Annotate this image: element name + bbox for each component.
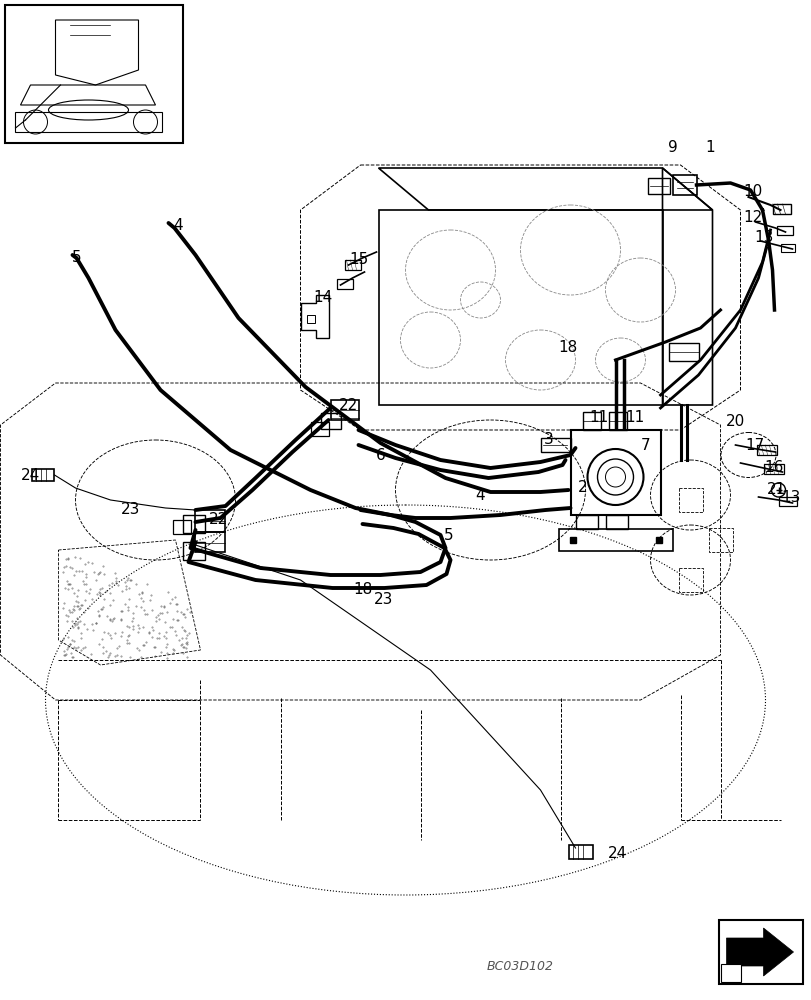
Bar	[646, 178, 669, 194]
Bar	[778, 497, 796, 506]
Text: 24: 24	[607, 846, 626, 860]
Text: BC03D102: BC03D102	[487, 960, 553, 974]
Bar	[195, 532, 225, 552]
Bar	[344, 260, 360, 270]
Text: 5: 5	[71, 250, 81, 265]
Circle shape	[587, 449, 642, 505]
Bar	[775, 226, 792, 235]
Bar	[568, 845, 592, 859]
Bar	[570, 430, 659, 515]
Text: 16: 16	[763, 460, 783, 476]
Text: 5: 5	[443, 528, 453, 542]
Bar	[718, 920, 801, 984]
Bar	[607, 412, 626, 430]
Text: 6: 6	[375, 448, 385, 462]
Bar	[667, 343, 697, 361]
Text: 20: 20	[725, 414, 744, 430]
Polygon shape	[726, 928, 792, 976]
Bar	[378, 210, 662, 405]
Text: 3: 3	[543, 432, 552, 448]
Bar	[719, 964, 740, 982]
Text: 23: 23	[373, 592, 393, 607]
Bar	[310, 422, 328, 436]
Bar	[6, 5, 183, 143]
Bar	[330, 400, 358, 420]
Bar	[581, 412, 600, 430]
Bar	[762, 464, 783, 474]
Text: 10: 10	[742, 184, 762, 200]
Text: 17: 17	[744, 438, 763, 452]
Text: 1: 1	[705, 140, 714, 155]
Text: 24: 24	[21, 468, 40, 483]
Text: 4: 4	[174, 219, 183, 233]
Bar	[779, 244, 793, 252]
Bar	[771, 204, 790, 214]
Bar	[558, 529, 672, 551]
Text: 4: 4	[475, 488, 485, 502]
Text: 15: 15	[349, 252, 367, 267]
Bar	[605, 515, 627, 529]
Text: 11: 11	[588, 410, 607, 424]
Text: 7: 7	[640, 438, 650, 452]
Bar	[672, 175, 696, 195]
Bar	[32, 469, 54, 481]
Text: 18: 18	[557, 340, 577, 356]
Text: 9: 9	[667, 140, 676, 155]
Bar	[756, 445, 775, 455]
Bar	[195, 510, 225, 532]
Bar	[306, 315, 314, 323]
Bar	[183, 515, 205, 533]
Text: 22: 22	[208, 512, 228, 528]
Bar	[183, 542, 205, 560]
Text: 21: 21	[766, 483, 785, 497]
Text: 22: 22	[338, 398, 358, 414]
Text: 12: 12	[742, 211, 762, 226]
Text: 23: 23	[121, 502, 140, 518]
Bar	[174, 520, 191, 534]
Bar	[320, 413, 340, 429]
Text: 14: 14	[312, 290, 332, 306]
Text: 11: 11	[624, 410, 643, 424]
Text: 2: 2	[577, 480, 586, 494]
Bar	[575, 515, 597, 529]
Text: 13: 13	[753, 230, 772, 244]
Bar	[336, 279, 352, 289]
Text: 18: 18	[353, 582, 371, 597]
Text: 13: 13	[780, 489, 799, 504]
Bar	[540, 438, 570, 452]
